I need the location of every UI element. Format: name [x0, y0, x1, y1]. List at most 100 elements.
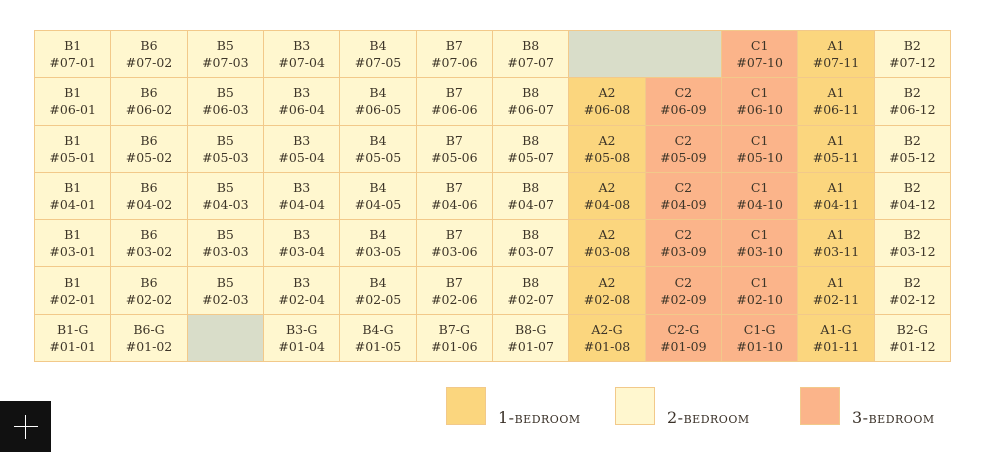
unit-type: B7: [445, 38, 463, 54]
unit-type: A2: [598, 85, 616, 101]
unit-number: #02-03: [202, 291, 249, 307]
unit-cell: B4 #05-05: [340, 125, 417, 173]
unit-cell: B5 #04-03: [187, 172, 264, 221]
unit-cell: B7 #03-06: [416, 220, 493, 268]
unit-number: #01-05: [354, 338, 402, 354]
unit-number: #03-05: [354, 244, 402, 260]
unit-cell: A1-G #01-11: [798, 314, 875, 362]
unit-number: #03-06: [431, 244, 478, 260]
unit-cell: B1 #05-01: [35, 125, 112, 173]
unit-type: B6: [140, 274, 158, 290]
unit-cell: C1 #05-10: [722, 125, 799, 173]
unit-type: C1: [750, 85, 769, 101]
unit-cell: B1 #02-01: [35, 267, 112, 315]
unit-cell: A2 #02-08: [569, 267, 646, 315]
unit-cell: A2 #04-08: [569, 172, 646, 221]
unit-number: #04-09: [660, 196, 707, 212]
unit-cell: B4-G #01-05: [340, 314, 417, 362]
unit-number: #07-07: [507, 55, 554, 71]
unit-cell: B3 #05-04: [264, 125, 341, 173]
unit-type: A2-G: [591, 321, 623, 337]
unit-type: B2: [903, 179, 921, 195]
unit-cell: B3-G #01-04: [264, 314, 341, 362]
unit-cell: B6 #05-02: [111, 125, 188, 173]
unit-type: C1: [750, 38, 769, 54]
unit-cell: B7 #02-06: [416, 267, 493, 315]
unit-number: #06-10: [736, 102, 783, 118]
unit-cell: B1 #03-01: [35, 220, 112, 268]
unit-number: #01-08: [583, 338, 631, 354]
unit-type: B4: [369, 227, 387, 243]
unit-cell: A1 #03-11: [798, 220, 875, 268]
unit-type: B6: [140, 38, 158, 54]
unit-type: B1-G: [56, 321, 89, 337]
unit-cell: B5 #07-03: [187, 31, 264, 79]
unit-number: #06-02: [125, 102, 173, 118]
unit-type: C1: [750, 227, 769, 243]
unit-type: B6: [140, 179, 158, 195]
unit-number: #01-10: [736, 338, 783, 354]
unit-cell: B1 #04-01: [35, 172, 112, 221]
unit-cell: C2 #04-09: [645, 172, 722, 221]
unit-type: A1: [827, 274, 845, 290]
unit-cell: B7 #06-06: [416, 78, 493, 126]
empty-block: [187, 314, 264, 362]
unit-cell: C1 #06-10: [722, 78, 799, 126]
unit-cell: B3 #06-04: [264, 78, 341, 126]
unit-type: B6-G: [133, 321, 165, 337]
unit-number: #03-01: [49, 244, 96, 260]
unit-cell: C2 #02-09: [645, 267, 722, 315]
unit-cell: B1-G #01-01: [35, 314, 112, 362]
unit-type: A2: [598, 132, 616, 148]
unit-number: #05-08: [583, 149, 631, 165]
unit-number: #06-05: [354, 102, 402, 118]
legend-item-1-bedroom: 1-bedroom: [446, 386, 581, 427]
unit-number: #04-05: [354, 196, 402, 212]
unit-cell: B5 #05-03: [187, 125, 264, 173]
unit-cell: C1 #02-10: [722, 267, 799, 315]
unit-cell: B6 #07-02: [111, 31, 188, 79]
unit-number: #01-06: [431, 338, 478, 354]
unit-type: B1: [64, 179, 82, 195]
unit-number: #06-08: [583, 102, 631, 118]
unit-type: B2-G: [896, 321, 928, 337]
unit-number: #06-01: [49, 102, 96, 118]
unit-type: A1: [827, 179, 845, 195]
legend-swatch: [800, 387, 840, 425]
unit-cell: A1 #02-11: [798, 267, 875, 315]
unit-cell: A2 #06-08: [569, 78, 646, 126]
unit-cell: B2 #04-12: [874, 172, 951, 221]
unit-cell: B4 #02-05: [340, 267, 417, 315]
unit-cell: B5 #06-03: [187, 78, 264, 126]
unit-number: #04-08: [583, 196, 631, 212]
unit-cell: B3 #07-04: [264, 31, 341, 79]
unit-number: #05-11: [812, 149, 860, 165]
unit-cell: B3 #02-04: [264, 267, 341, 315]
unit-type: B3: [293, 179, 311, 195]
unit-cell: B8 #07-07: [493, 31, 570, 79]
unit-type: B7: [445, 179, 463, 195]
unit-cell: A2 #03-08: [569, 220, 646, 268]
unit-type: B5: [216, 85, 234, 101]
unit-number: #01-07: [507, 338, 554, 354]
unit-number: #07-01: [49, 55, 96, 71]
unit-type: B4: [369, 274, 387, 290]
unit-type: B3: [293, 227, 311, 243]
unit-number: #02-10: [736, 291, 783, 307]
unit-number: #04-01: [49, 196, 96, 212]
unit-number: #06-12: [889, 102, 936, 118]
unit-type: B2: [903, 132, 921, 148]
zoom-in-button[interactable]: [0, 401, 51, 452]
unit-type: C2: [674, 227, 693, 243]
unit-type: B1: [64, 132, 82, 148]
unit-type: B6: [140, 132, 158, 148]
unit-type: C2: [674, 179, 693, 195]
unit-number: #03-12: [889, 244, 936, 260]
unit-type: C1: [750, 132, 769, 148]
unit-type: C1: [750, 179, 769, 195]
unit-type: C2: [674, 85, 693, 101]
unit-type: C1: [750, 274, 769, 290]
unit-number: #04-10: [736, 196, 783, 212]
legend-item-3-bedroom: 3-bedroom: [800, 386, 935, 427]
unit-cell: B4 #06-05: [340, 78, 417, 126]
